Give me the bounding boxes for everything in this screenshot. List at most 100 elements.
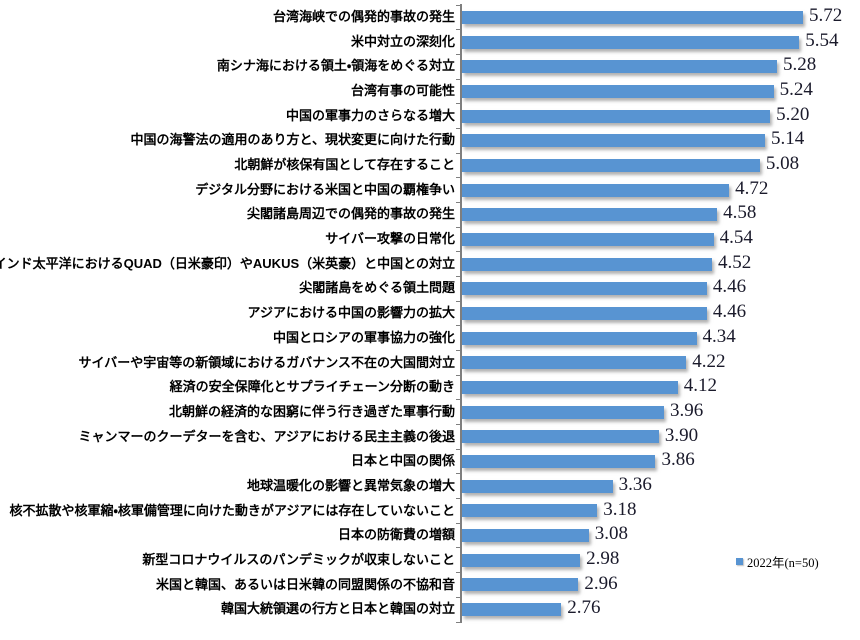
axis-tick bbox=[456, 177, 461, 179]
bar bbox=[462, 158, 760, 172]
value-label: 2.98 bbox=[586, 547, 620, 569]
value-label: 4.34 bbox=[702, 325, 736, 347]
value-label: 5.54 bbox=[805, 29, 839, 51]
value-label: 4.46 bbox=[712, 276, 747, 298]
legend-marker-square bbox=[736, 557, 743, 565]
value-label: 4.12 bbox=[683, 375, 717, 397]
axis-tick bbox=[456, 547, 461, 549]
value-label: 5.72 bbox=[809, 5, 843, 26]
category-label: インド太平洋におけるQUAD（日米豪印）やAUKUS（米英豪）と中国との対立 bbox=[0, 255, 455, 271]
category-label: 韓国大統領選の行方と日本と韓国の対立 bbox=[220, 601, 455, 617]
bar bbox=[462, 331, 697, 345]
category-label: サイバーや宇宙等の新領域におけるガバナンス不在の大国間対立 bbox=[78, 354, 455, 370]
category-label: 尖閣諸島周辺での偶発的事故の発生 bbox=[246, 206, 455, 222]
value-label: 3.96 bbox=[670, 399, 704, 421]
value-label: 4.72 bbox=[735, 177, 769, 199]
value-label: 5.24 bbox=[779, 79, 813, 101]
category-label: デジタル分野における米国と中国の覇権争い bbox=[195, 181, 455, 197]
value-label: 4.46 bbox=[712, 301, 747, 323]
category-label: 南シナ海における領土・領海をめぐる対立 bbox=[216, 58, 455, 74]
axis-tick bbox=[456, 300, 461, 302]
axis-tick bbox=[456, 399, 461, 401]
value-label: 3.90 bbox=[664, 424, 699, 446]
category-label: 米国と韓国、あるいは日米韓の同盟関係の不協和音 bbox=[155, 576, 455, 592]
axis-tick bbox=[456, 572, 461, 574]
category-label: 中国の海警法の適用のあり方と、現状変更に向けた行動 bbox=[130, 132, 455, 148]
bar bbox=[462, 282, 707, 296]
category-label: 経済の安全保障化とサプライチェーン分断の動き bbox=[169, 379, 455, 395]
axis-tick bbox=[456, 596, 461, 598]
category-label: 台湾海峡での偶発的事故の発生 bbox=[272, 9, 455, 24]
axis-tick bbox=[456, 498, 461, 500]
axis-tick bbox=[456, 275, 461, 277]
value-label: 4.54 bbox=[719, 227, 753, 249]
axis-tick bbox=[456, 621, 461, 623]
bar bbox=[462, 578, 579, 592]
bar bbox=[462, 455, 656, 469]
value-label: 2.96 bbox=[584, 572, 618, 594]
value-label: 5.14 bbox=[771, 128, 805, 150]
axis-tick bbox=[456, 374, 461, 376]
bar bbox=[462, 430, 659, 444]
axis-tick bbox=[456, 251, 461, 253]
value-label: 3.86 bbox=[661, 449, 695, 471]
value-label: 2.76 bbox=[567, 597, 601, 619]
category-label: ミャンマーのクーデターを含む、アジアにおける民主主義の後退 bbox=[78, 428, 455, 444]
axis-tick bbox=[456, 226, 461, 228]
bar bbox=[462, 134, 766, 148]
axis-tick bbox=[456, 78, 461, 80]
category-label: 地球温暖化の影響と異常気象の増大 bbox=[246, 477, 455, 493]
category-axis-line bbox=[460, 4, 462, 623]
category-label: 中国の軍事力のさらなる増大 bbox=[285, 107, 455, 123]
category-label: 米中対立の深刻化 bbox=[350, 33, 455, 49]
bar bbox=[462, 307, 707, 320]
axis-tick bbox=[456, 53, 461, 55]
category-label: 北朝鮮が核保有国として存在すること bbox=[234, 157, 455, 173]
value-label: 5.08 bbox=[765, 153, 800, 175]
legend-label: 2022年(n=50) bbox=[747, 555, 819, 570]
axis-tick bbox=[456, 152, 461, 154]
bar bbox=[462, 603, 562, 617]
value-label: 3.36 bbox=[618, 473, 652, 495]
axis-tick bbox=[456, 522, 461, 524]
axis-tick bbox=[456, 29, 461, 31]
category-label: アジアにおける中国の影響力の拡大 bbox=[247, 305, 455, 321]
category-label: 日本の防衛費の増額 bbox=[337, 527, 455, 543]
bar bbox=[462, 529, 589, 543]
bar bbox=[462, 183, 730, 197]
value-label: 4.22 bbox=[692, 350, 726, 372]
legend: 2022年(n=50) bbox=[736, 552, 819, 570]
bar bbox=[462, 109, 771, 123]
value-label: 5.20 bbox=[776, 103, 810, 125]
category-label: 新型コロナウイルスのパンデミックが収束しないこと bbox=[142, 551, 455, 567]
axis-tick bbox=[456, 473, 461, 475]
value-label: 5.28 bbox=[783, 54, 817, 76]
value-label: 4.58 bbox=[723, 202, 757, 224]
bar bbox=[462, 35, 800, 49]
bar bbox=[462, 405, 665, 419]
category-label: 台湾有事の可能性 bbox=[350, 83, 455, 99]
bar bbox=[462, 504, 598, 518]
bar bbox=[462, 356, 687, 370]
axis-tick bbox=[456, 103, 461, 105]
category-label: 日本と中国の関係 bbox=[350, 453, 455, 469]
axis-tick bbox=[456, 201, 461, 203]
value-label: 3.08 bbox=[594, 523, 628, 545]
bar bbox=[462, 60, 777, 74]
value-label: 3.18 bbox=[603, 498, 637, 520]
axis-tick bbox=[456, 127, 461, 129]
category-label: 核不拡散や核軍縮・核軍備管理に向けた動きがアジアには存在していないこと bbox=[9, 502, 455, 518]
bar bbox=[462, 208, 718, 222]
axis-tick bbox=[456, 350, 461, 352]
bar bbox=[462, 10, 803, 24]
bar bbox=[462, 553, 581, 567]
axis-tick bbox=[456, 448, 461, 450]
bar bbox=[462, 232, 714, 246]
bar bbox=[462, 381, 678, 395]
category-label: サイバー攻撃の日常化 bbox=[325, 231, 455, 247]
category-label: 北朝鮮の経済的な困窮に伴う行き過ぎた軍事行動 bbox=[168, 403, 455, 419]
axis-tick bbox=[456, 325, 461, 327]
bar bbox=[462, 257, 712, 271]
bar bbox=[462, 84, 774, 98]
